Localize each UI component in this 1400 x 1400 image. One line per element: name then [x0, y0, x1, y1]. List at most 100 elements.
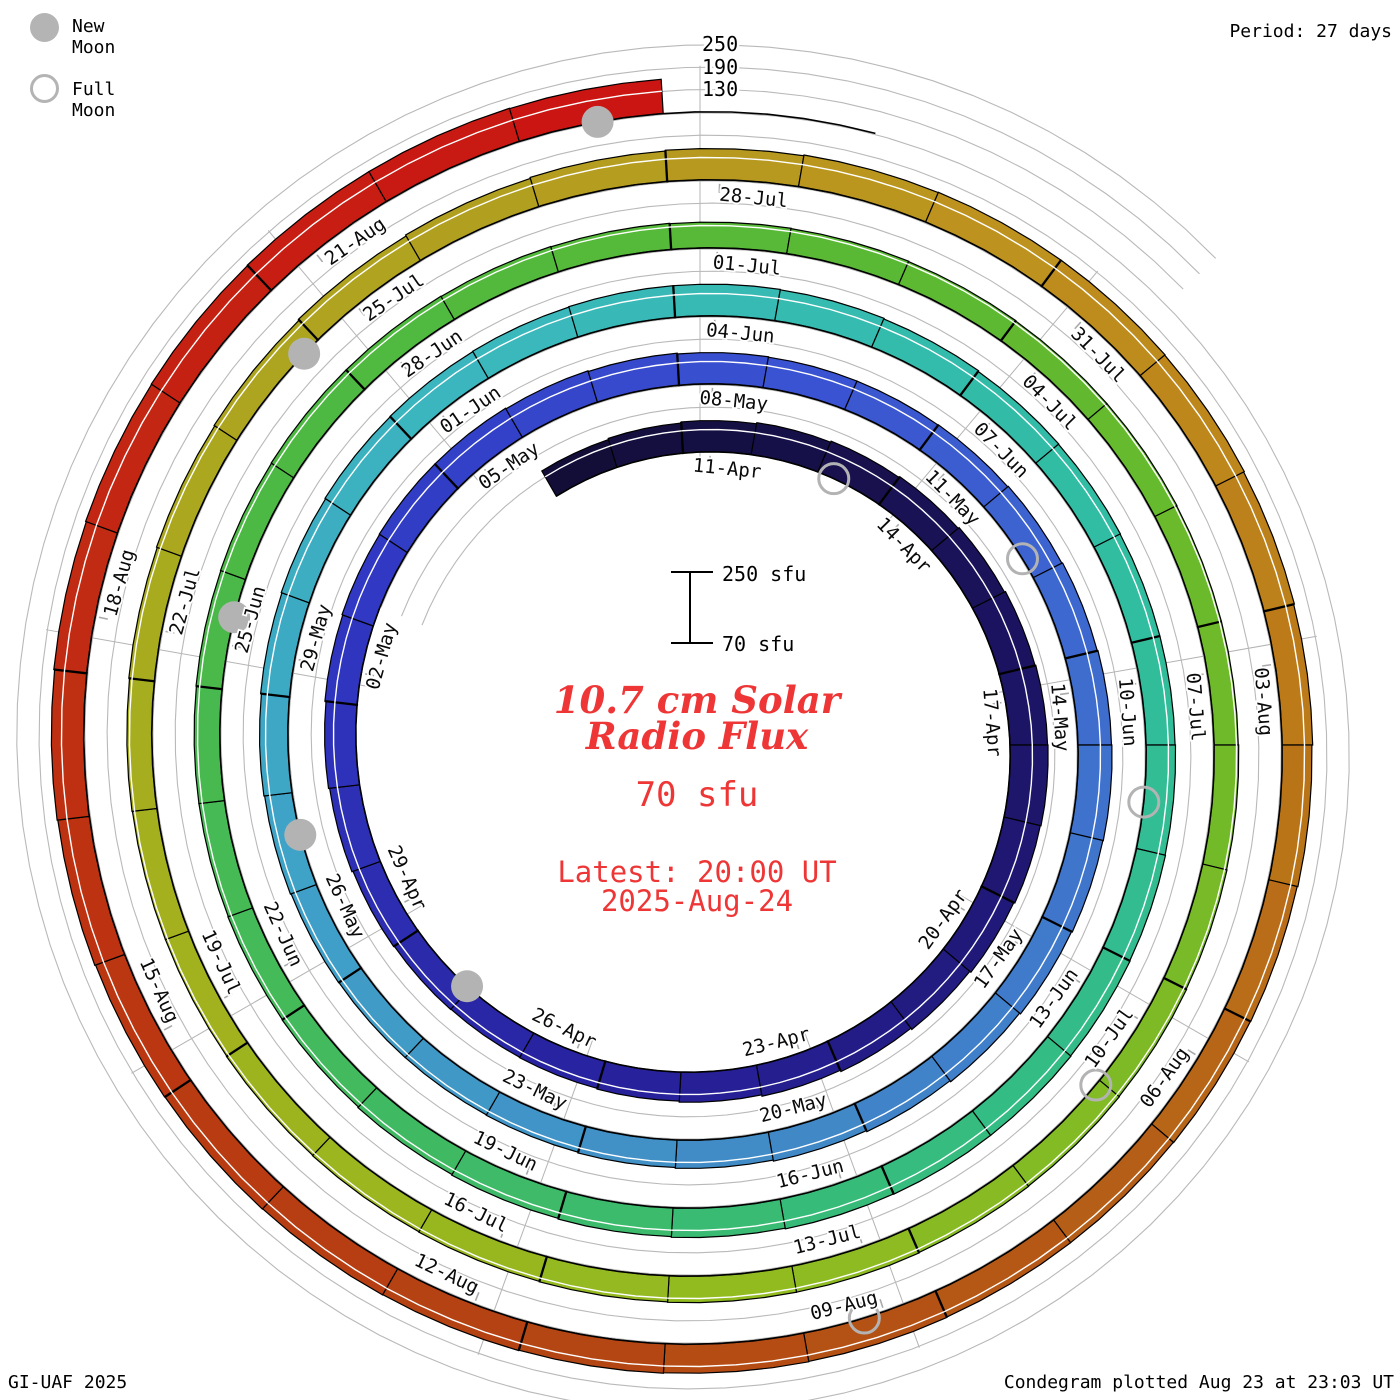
new-moon-marker [581, 105, 614, 138]
three-day-mark [999, 320, 1017, 343]
date-label: 01-Jul [712, 251, 782, 280]
flux-day-segment [930, 992, 1021, 1083]
gridline-over-band-seg [1285, 606, 1306, 746]
flux-day-segment [1102, 847, 1167, 962]
flux-day-segment [529, 150, 668, 208]
flux-day-segment [982, 485, 1063, 579]
gridline-over-band-seg [766, 364, 854, 390]
three-day-mark [596, 1060, 607, 1089]
gridline-over-band-seg [1064, 957, 1124, 1052]
radial-tick-130: 130 [702, 77, 738, 101]
gridline-over-band-seg [488, 1110, 580, 1149]
label-day-tick [879, 1299, 884, 1309]
gridline-over-band-seg [63, 525, 98, 671]
label-day-tick [400, 361, 407, 370]
gridline-over-band-seg [790, 230, 908, 265]
flux-day-segment [440, 245, 560, 321]
flux-day-segment [341, 533, 409, 627]
label-day-tick [165, 630, 175, 635]
gridline-over-band-seg [853, 388, 934, 433]
gridline-over-band-seg [166, 938, 230, 1056]
gridline-over-band-seg [1183, 869, 1226, 989]
label-day-tick [1059, 692, 1070, 696]
flux-day-segment [1163, 863, 1228, 991]
gridline-over-band-seg [1235, 475, 1287, 607]
gridline-over-band-seg [128, 678, 136, 812]
gridline-over-band-seg [332, 702, 339, 788]
flux-day-segment [971, 590, 1036, 675]
gridline-over-band-seg [230, 915, 287, 1018]
gridline-over-band-seg [610, 430, 682, 447]
full-moon-label: Full Moon [72, 79, 116, 121]
flux-day-segment [1087, 402, 1178, 518]
gridline-over-band-seg [944, 1237, 1068, 1313]
three-day-mark [1262, 603, 1294, 613]
three-day-mark [517, 1320, 529, 1351]
flux-day-segment [797, 154, 940, 223]
gridline-over-band-seg [287, 502, 333, 596]
gridline-over-band-seg [934, 200, 1056, 269]
gridline-over-band-seg [302, 240, 410, 325]
gridline-over-band-seg [360, 1103, 455, 1171]
flux-day-segment [324, 415, 413, 516]
gridline-over-band-seg [1152, 637, 1170, 746]
gridline-over-band-seg [579, 1147, 676, 1163]
gridline-over-band-seg [336, 787, 360, 870]
flux-day-segment [155, 424, 238, 557]
new-moon-marker [218, 601, 251, 634]
gridline-over-band-seg [284, 1017, 362, 1105]
gridline-over-band-seg [442, 417, 512, 473]
gridline-over-band-seg [677, 360, 767, 367]
gridline-over-band-seg [890, 1128, 987, 1188]
three-day-mark [128, 677, 156, 683]
gridline-over-band-seg [802, 163, 935, 203]
gridline-over-band-seg [159, 427, 219, 549]
new-moon-marker [451, 970, 484, 1003]
flux-day-segment [680, 420, 758, 456]
flux-day-segment [518, 1321, 666, 1374]
gridline-over-band-seg [264, 694, 271, 796]
three-day-mark [672, 285, 677, 319]
flux-day-segment [338, 967, 425, 1059]
gridline-over-band-seg [1174, 506, 1221, 623]
date-label: 17-Apr [978, 688, 1005, 758]
label-day-tick [837, 1169, 842, 1179]
gridline-over-band-seg [863, 1073, 946, 1125]
flux-day-segment [897, 260, 1017, 342]
gridline-over-band-seg [95, 390, 162, 526]
flux-day-segment [1032, 562, 1099, 660]
gridline-over-band-seg [395, 358, 478, 424]
label-day-tick [1127, 682, 1137, 686]
gridline-over-band-seg [1290, 744, 1306, 886]
gridline-over-band-seg [673, 292, 779, 300]
gridline-over-band-seg [269, 795, 296, 893]
rotation-period-label: Period: 27 days [1229, 21, 1392, 42]
three-day-mark [668, 223, 673, 251]
gridline-over-band-seg [407, 1054, 489, 1113]
flux-day-segment [853, 1055, 951, 1133]
three-day-mark [826, 1039, 842, 1071]
three-day-mark [1196, 620, 1222, 629]
gridline-over-band-seg [671, 1220, 785, 1232]
flux-day-segment [907, 1164, 1030, 1254]
label-day-tick [1028, 372, 1036, 380]
chart-title-line1: 10.7 cm Solar [553, 678, 841, 722]
gridline-over-band-seg [532, 158, 666, 186]
new-moon-label: New Moon [72, 16, 116, 58]
gridline-over-band-seg [985, 1050, 1066, 1130]
flux-gridline-190 [38, 66, 1328, 1390]
gridline-over-band-seg [891, 485, 950, 537]
three-day-mark [997, 664, 1037, 676]
radial-tick-190: 190 [702, 55, 738, 79]
three-day-mark [281, 1003, 306, 1021]
gridline-over-band-seg [398, 942, 456, 1006]
gridline-over-band-seg [274, 372, 350, 466]
label-day-tick [358, 307, 366, 317]
radial-tick-250: 250 [702, 32, 738, 56]
gridline-over-band-seg [1104, 404, 1176, 507]
gridline-over-band-seg [255, 181, 376, 275]
three-day-mark [1101, 945, 1131, 963]
label-day-tick [365, 673, 375, 677]
gridline-over-band-seg [351, 539, 390, 619]
